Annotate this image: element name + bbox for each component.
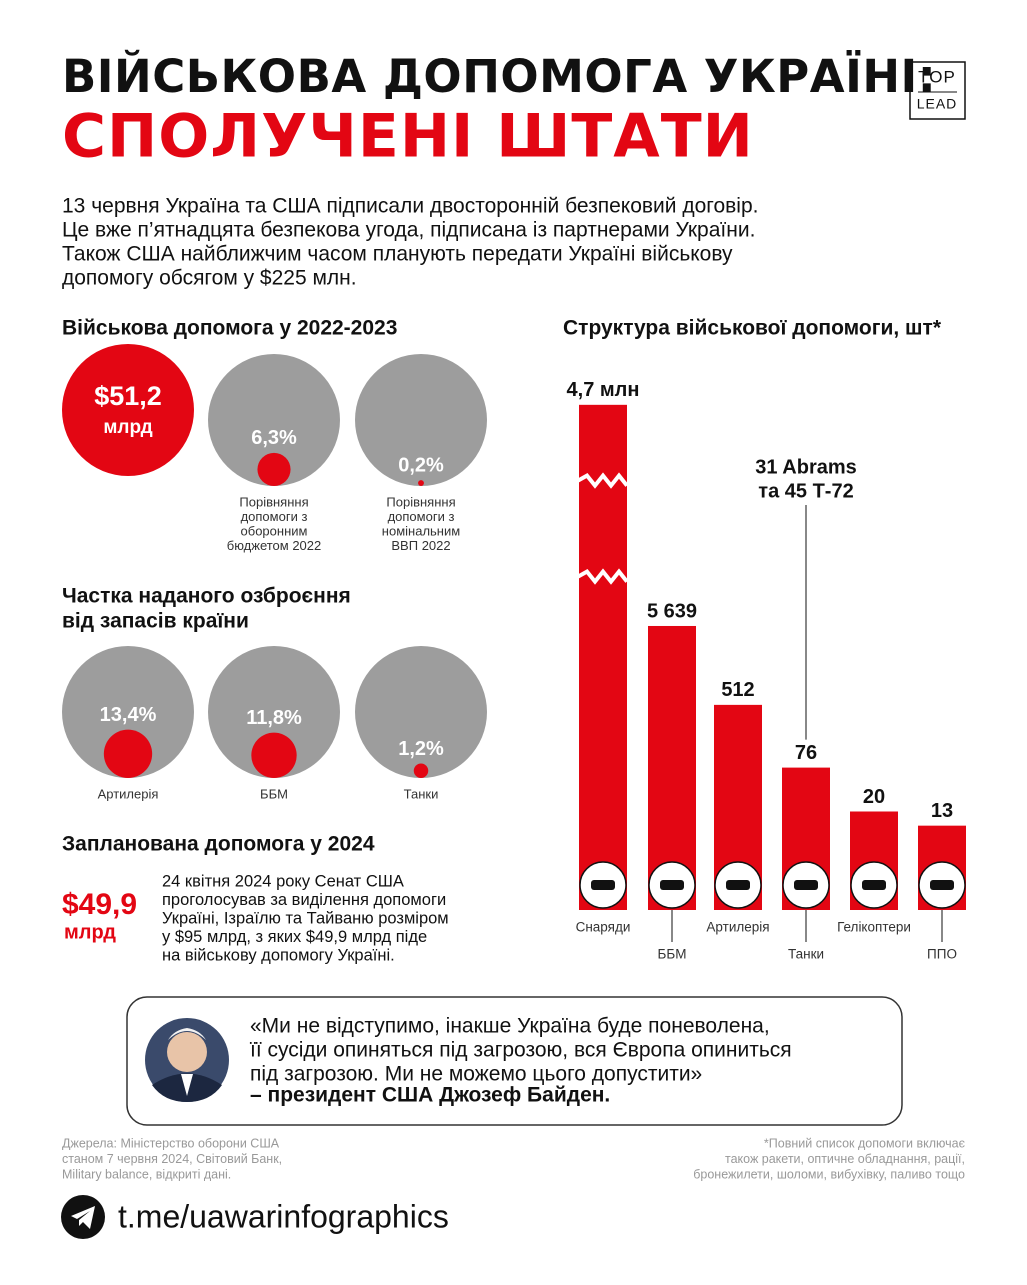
- circle-caption: бюджетом 2022: [227, 538, 322, 553]
- note-line: також ракети, оптичне обладнання, рації,: [725, 1152, 965, 1166]
- share-label: 13,4%: [100, 704, 157, 726]
- share-label: 11,8%: [246, 707, 302, 729]
- axis-break: [577, 472, 629, 489]
- planned-amount: $49,9: [62, 888, 137, 921]
- logo-bottom: LEAD: [917, 96, 958, 112]
- share-label: 0,2%: [398, 454, 444, 476]
- logo-frame: [909, 61, 966, 120]
- bar-category-label: Артилерія: [706, 920, 769, 935]
- bar-value-label: 512: [721, 679, 754, 701]
- section-title: Військова допомога у 2022-2023: [62, 317, 397, 340]
- axis-break: [577, 568, 629, 585]
- bar-icon-glyph: [794, 880, 818, 890]
- planned-text: проголосував за виділення допомоги: [162, 891, 446, 909]
- share-label: 1,2%: [398, 738, 444, 760]
- planned-text: у $95 млрд, з яких $49,9 млрд піде: [162, 928, 427, 946]
- section-title: Запланована допомога у 2024: [62, 833, 375, 856]
- quote-line: «Ми не відступимо, інакше Україна буде п…: [250, 1015, 770, 1038]
- bar-value-label: 76: [795, 742, 817, 764]
- circle-caption: Артилерія: [98, 786, 159, 801]
- bar: [579, 404, 627, 910]
- base-circle: [355, 646, 487, 778]
- telegram-link[interactable]: t.me/uawarinfographics: [118, 1198, 449, 1234]
- bar-annotation: 31 Abrams: [755, 456, 857, 478]
- share-dot: [257, 452, 291, 487]
- title-line-2: СПОЛУЧЕНІ ШТАТИ: [62, 102, 754, 172]
- quote-line: під загрозою. Ми не можемо цього допусти…: [250, 1063, 702, 1086]
- bar-category-label: Снаряди: [576, 920, 631, 935]
- base-circle: [62, 646, 194, 778]
- base-circle: [355, 354, 487, 486]
- intro-line: допомогу обсягом у $225 млн.: [62, 267, 357, 290]
- share-dot: [251, 732, 297, 778]
- logo-top: TOP: [918, 67, 956, 86]
- circle-caption: ББМ: [260, 786, 288, 801]
- intro-line: 13 червня Україна та США підписали двост…: [62, 195, 758, 218]
- share-dot: [413, 763, 429, 779]
- bar-category-label: ББМ: [658, 947, 687, 962]
- circle-caption: оборонним: [241, 523, 308, 538]
- bar-icon-glyph: [726, 880, 750, 890]
- bar-annotation: та 45 Т-72: [758, 480, 853, 502]
- quote-author: – президент США Джозеф Байден.: [250, 1084, 610, 1107]
- planned-text: Україні, Ізраїлю та Тайваню розміром: [162, 909, 449, 927]
- total-unit: млрд: [103, 417, 152, 438]
- portrait: [145, 1018, 229, 1102]
- bar-value-label: 4,7 млн: [567, 379, 640, 401]
- bar-category-label: Гелікоптери: [837, 920, 911, 935]
- quote-line: її сусіди опиняться під загрозою, вся Єв…: [249, 1039, 792, 1062]
- section-title: Частка наданого озброєння: [62, 585, 351, 608]
- circle-caption: допомоги з: [388, 509, 455, 524]
- bar-category-label: ППО: [927, 947, 957, 962]
- portrait-shirt: [181, 1074, 193, 1096]
- circle-caption: допомоги з: [241, 509, 308, 524]
- intro-line: Це вже п’ятнадцята безпекова угода, підп…: [62, 219, 755, 242]
- base-circle: [208, 646, 340, 778]
- base-circle: [208, 354, 340, 486]
- bar-icon-glyph: [862, 880, 886, 890]
- total-circle: [62, 344, 194, 476]
- circle-caption: Порівняння: [239, 494, 308, 509]
- circle-caption: Порівняння: [386, 494, 455, 509]
- bar-value-label: 20: [863, 786, 885, 808]
- share-dot: [103, 729, 153, 778]
- share-dot: [418, 480, 424, 487]
- note-line: *Повний список допомоги включає: [764, 1136, 966, 1150]
- portrait-face: [167, 1032, 207, 1072]
- total-label: $51,2: [94, 381, 162, 411]
- bar-category-label: Танки: [788, 947, 824, 962]
- title-line-1: ВІЙСЬКОВА ДОПОМОГА УКРАЇНІ:: [62, 50, 936, 103]
- source-line: Джерела: Міністерство оборони США: [62, 1136, 280, 1150]
- telegram-icon[interactable]: [61, 1195, 105, 1239]
- quote-box: [126, 996, 903, 1126]
- bar-icon-glyph: [591, 880, 615, 890]
- circle-caption: ВВП 2022: [391, 538, 450, 553]
- bar-value-label: 13: [931, 800, 953, 822]
- bar-icon-glyph: [930, 880, 954, 890]
- circle-caption: номінальним: [382, 523, 460, 538]
- portrait-hair: [168, 1028, 206, 1040]
- intro-line: Також США найближчим часом планують пере…: [62, 243, 733, 266]
- planned-unit: млрд: [64, 921, 116, 943]
- telegram-plane[interactable]: [71, 1206, 95, 1229]
- planned-text: 24 квітня 2024 року Сенат США: [162, 872, 404, 890]
- share-label: 6,3%: [251, 427, 297, 449]
- source-line: станом 7 червня 2024, Світовий Банк,: [62, 1152, 282, 1166]
- planned-text: на військову допомогу Україні.: [162, 946, 395, 964]
- section-title: від запасів країни: [62, 610, 249, 633]
- circle-caption: Танки: [404, 786, 439, 801]
- note-line: бронежилети, шоломи, вибухівку, паливо т…: [693, 1167, 965, 1181]
- bar-value-label: 5 639: [647, 600, 697, 622]
- bar-chart-title: Структура військової допомоги, шт*: [563, 317, 942, 340]
- bar-icon-glyph: [660, 880, 684, 890]
- source-line: Military balance, відкриті дані.: [62, 1167, 231, 1181]
